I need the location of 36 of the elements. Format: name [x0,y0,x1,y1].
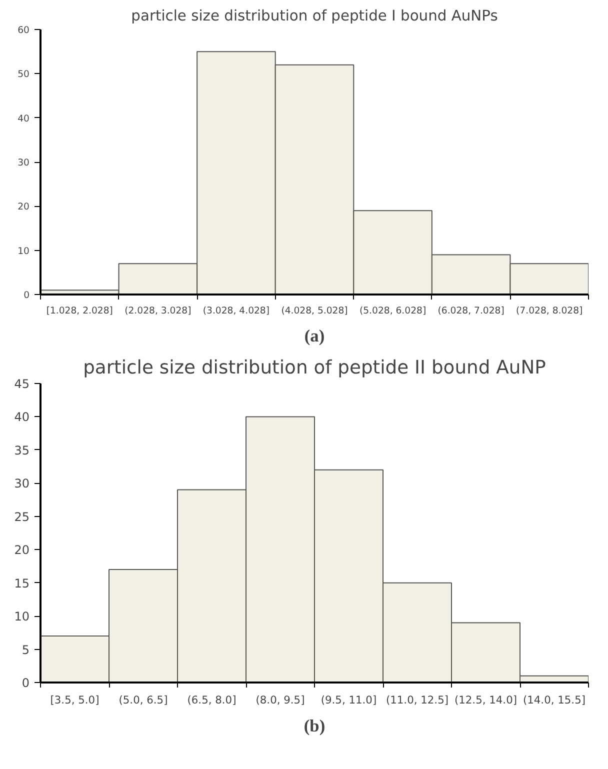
y-tick-label: 10 [14,610,30,624]
x-tick-label: (12.5, 14.0] [454,694,518,706]
x-tick-label: [3.5, 5.0] [50,694,100,706]
y-tick-label: 10 [18,246,30,257]
y-tick-label: 45 [14,377,30,391]
x-tick-label: (7.028, 8.028] [516,306,583,316]
y-tick-label: 25 [14,510,30,524]
y-tick-label: 5 [22,642,30,657]
y-tick-label: 35 [14,443,30,458]
chart-title: particle size distribution of peptide II bound AuNP [83,358,546,378]
y-tick-label: 15 [14,576,30,590]
x-tick-label: (8.0, 9.5] [256,694,305,706]
x-tick-label: (2.028, 3.028] [124,306,192,316]
text: (a) [304,326,325,346]
y-tick-label: 40 [14,410,30,424]
x-tick-label: (5.028, 6.028] [359,306,426,316]
x-tick-label: (9.5, 11.0] [320,694,377,706]
chart-title: particle size distribution of peptide I bound AuNPs [131,8,498,24]
x-tick-label: [1.028, 2.028] [46,306,113,316]
y-tick-label: 40 [18,113,30,124]
y-tick-label: 0 [22,676,30,690]
y-tick-label: 60 [18,25,30,36]
x-tick-label: (11.0, 12.5] [386,694,449,706]
x-tick-label: (3.028, 4.028] [202,306,270,316]
x-tick-label: (14.0, 15.5] [522,694,586,706]
x-tick-label: (6.5, 8.0] [187,694,236,706]
y-tick-label: 20 [14,543,30,558]
y-tick-label: 30 [14,476,30,491]
text: (b) [304,716,326,736]
y-tick-label: 0 [24,290,30,301]
y-tick-label: 50 [18,69,30,80]
x-tick-label: (4.028, 5.028] [281,306,348,316]
x-tick-label: (6.028, 7.028] [438,306,504,316]
y-tick-label: 30 [18,158,30,168]
y-tick-label: 20 [18,202,30,213]
x-tick-label: (5.0, 6.5] [118,694,168,706]
